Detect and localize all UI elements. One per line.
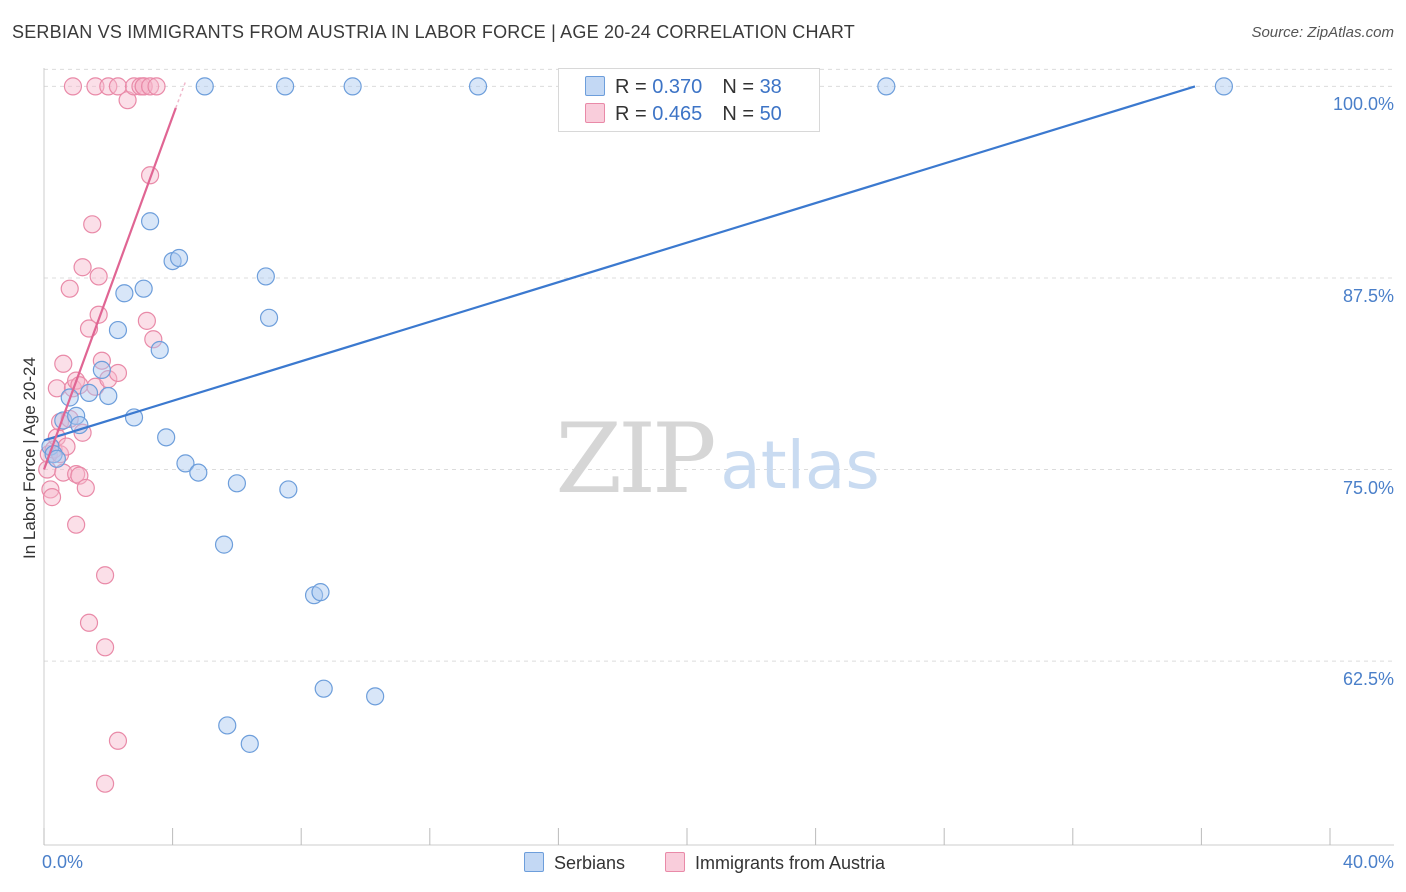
serbian-point <box>169 248 189 268</box>
austria-point <box>41 480 60 499</box>
y-tick-label: 62.5% <box>1342 669 1394 690</box>
y-tick-label: 100.0% <box>1332 94 1394 115</box>
axes <box>43 68 1394 846</box>
serbian-point <box>276 77 295 96</box>
serbian-point <box>218 716 237 735</box>
austria-trend-line <box>42 107 177 470</box>
legend-label-serbians: Serbians <box>554 853 626 873</box>
serbian-point <box>877 77 896 96</box>
legend-item-serbians: Serbians <box>524 852 625 874</box>
serbian-point <box>468 77 488 96</box>
serbian-point <box>115 284 134 303</box>
austria-point <box>92 351 111 370</box>
legend-n-value: 38 <box>759 76 782 98</box>
watermark: ZIP atlas <box>555 403 879 515</box>
serbian-point <box>214 535 234 554</box>
serbian-point <box>157 428 176 447</box>
serbian-swatch <box>585 76 605 96</box>
gridlines <box>44 68 1394 662</box>
serbian-point <box>79 383 99 402</box>
austria-point <box>147 77 166 96</box>
legend-item-austria: Immigrants from Austria <box>665 852 885 874</box>
austria-point <box>108 77 128 96</box>
austria-point <box>95 774 115 793</box>
austria-swatch <box>585 103 605 123</box>
serbian-point <box>240 734 259 753</box>
serbian-point <box>195 77 214 96</box>
austria-point <box>108 731 128 750</box>
austria-point <box>76 478 95 498</box>
serbian-point <box>134 279 153 298</box>
austria-point <box>83 215 102 234</box>
serbian-point <box>99 386 118 406</box>
austria-point <box>108 363 128 383</box>
legend-r-value: 0.370 <box>652 76 703 98</box>
austria-point <box>79 613 99 632</box>
austria-point <box>99 77 118 96</box>
watermark-atlas: atlas <box>720 427 880 504</box>
y-tick-label: 75.0% <box>1342 477 1394 498</box>
serbian-point <box>1214 77 1234 96</box>
legend-r-label: R = <box>615 103 653 125</box>
serbian-trend-line <box>43 85 1196 442</box>
legend-row-austria: R = 0.465 N = 50 <box>585 103 782 126</box>
x-tick-min: 0.0% <box>42 852 84 872</box>
watermark-zip: ZIP <box>555 403 714 515</box>
serbian-point <box>279 480 298 499</box>
serbian-point <box>227 474 246 493</box>
serbian-swatch <box>524 852 544 872</box>
legend-row-serbians: R = 0.370 N = 38 <box>585 76 782 99</box>
serbian-point <box>259 308 279 327</box>
stats-legend: R = 0.370 N = 38 R = 0.465 N = 50 <box>558 68 820 132</box>
serbian-point <box>140 212 160 231</box>
serbian-point <box>256 267 275 286</box>
serbian-point <box>92 360 111 380</box>
austria-point <box>95 638 115 657</box>
austria-point <box>134 77 153 96</box>
y-tick-label: 87.5% <box>1342 285 1394 306</box>
austria-point <box>86 77 105 96</box>
serbian-point <box>314 679 333 698</box>
legend-n-value: 50 <box>759 103 782 125</box>
austria-point <box>137 311 156 330</box>
austria-point <box>95 566 115 585</box>
austria-point <box>89 267 108 286</box>
source-credit: Source: ZipAtlas.com <box>1251 24 1394 41</box>
serbian-point <box>176 454 195 473</box>
legend-n-label: N = <box>722 76 760 98</box>
serbian-points <box>41 77 1234 753</box>
austria-point <box>60 279 79 298</box>
austria-swatch <box>665 852 685 872</box>
austria-point <box>54 354 73 373</box>
austria-point <box>73 258 92 277</box>
x-tick-max: 40.0% <box>1342 852 1394 872</box>
austria-point <box>144 330 163 349</box>
serbian-point <box>311 583 330 602</box>
austria-point <box>140 77 160 96</box>
chart-title: SERBIAN VS IMMIGRANTS FROM AUSTRIA IN LA… <box>12 22 855 42</box>
legend-r-label: R = <box>615 76 653 98</box>
serbian-point <box>108 320 128 340</box>
legend-r-value: 0.465 <box>652 103 703 125</box>
legend-n-label: N = <box>722 103 760 125</box>
serbian-point <box>343 77 362 96</box>
serbian-point <box>189 463 208 482</box>
austria-point <box>63 77 83 96</box>
austria-point <box>67 515 86 534</box>
austria-trend-extension <box>175 81 187 109</box>
serbian-point <box>366 687 385 706</box>
austria-point <box>47 379 66 398</box>
legend-label-austria: Immigrants from Austria <box>695 853 886 873</box>
trend-lines <box>42 81 1196 470</box>
austria-point <box>42 488 62 507</box>
austria-point <box>124 77 144 96</box>
serbian-point <box>150 340 169 360</box>
